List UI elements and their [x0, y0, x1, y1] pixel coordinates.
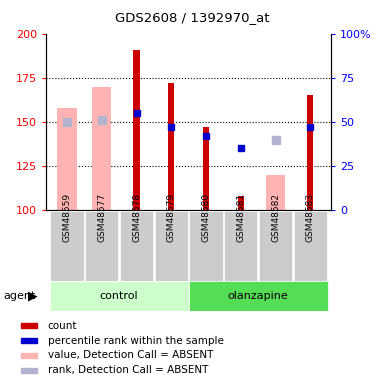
- Bar: [266, 175, 285, 210]
- Text: olanzapine: olanzapine: [228, 291, 288, 301]
- Text: GSM48580: GSM48580: [201, 193, 211, 242]
- Bar: [92, 87, 111, 210]
- Bar: [238, 196, 244, 210]
- Text: count: count: [48, 321, 77, 331]
- FancyBboxPatch shape: [224, 211, 258, 280]
- FancyBboxPatch shape: [85, 211, 119, 280]
- Text: control: control: [100, 291, 139, 301]
- Text: GSM48582: GSM48582: [271, 193, 280, 242]
- Bar: [21, 338, 37, 343]
- Bar: [21, 323, 37, 328]
- FancyBboxPatch shape: [189, 281, 328, 311]
- Text: GSM48579: GSM48579: [167, 193, 176, 242]
- FancyBboxPatch shape: [189, 211, 223, 280]
- Text: percentile rank within the sample: percentile rank within the sample: [48, 336, 224, 346]
- Text: ▶: ▶: [28, 290, 38, 303]
- Bar: [21, 353, 37, 358]
- FancyBboxPatch shape: [50, 211, 84, 280]
- FancyBboxPatch shape: [259, 211, 292, 280]
- FancyBboxPatch shape: [155, 211, 188, 280]
- Text: GSM48583: GSM48583: [306, 193, 315, 242]
- Text: GSM48578: GSM48578: [132, 193, 141, 242]
- FancyBboxPatch shape: [294, 211, 327, 280]
- Bar: [21, 368, 37, 373]
- Text: rank, Detection Call = ABSENT: rank, Detection Call = ABSENT: [48, 365, 208, 375]
- Bar: [203, 127, 209, 210]
- Bar: [307, 96, 313, 210]
- Bar: [134, 50, 140, 210]
- Text: value, Detection Call = ABSENT: value, Detection Call = ABSENT: [48, 350, 213, 360]
- Text: GSM48577: GSM48577: [97, 193, 106, 242]
- Text: agent: agent: [4, 291, 36, 301]
- Bar: [168, 83, 174, 210]
- Text: GSM48559: GSM48559: [62, 193, 72, 242]
- FancyBboxPatch shape: [50, 281, 189, 311]
- Text: GDS2608 / 1392970_at: GDS2608 / 1392970_at: [115, 11, 270, 24]
- Text: GSM48581: GSM48581: [236, 193, 245, 242]
- Bar: [57, 108, 77, 210]
- FancyBboxPatch shape: [120, 211, 153, 280]
